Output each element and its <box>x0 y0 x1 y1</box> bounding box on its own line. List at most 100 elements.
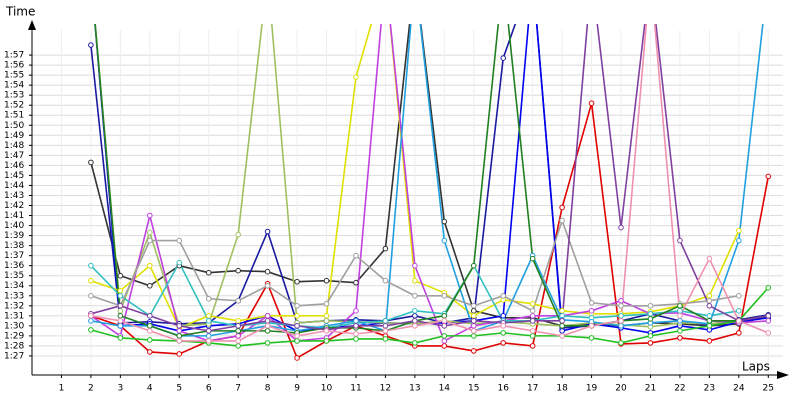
point <box>529 318 536 324</box>
x-tick-label: 22 <box>674 384 685 394</box>
point <box>529 313 536 319</box>
x-tick-label: 15 <box>468 384 479 394</box>
point <box>500 330 507 336</box>
point <box>353 308 359 314</box>
point <box>353 279 359 286</box>
point <box>470 308 477 314</box>
y-tick-label: 1:44 <box>4 181 24 191</box>
point <box>323 328 330 334</box>
point <box>117 335 124 341</box>
point <box>765 330 772 336</box>
x-tick-label: 20 <box>615 384 627 394</box>
y-axis-title: Time <box>5 5 35 19</box>
point <box>500 340 507 346</box>
point <box>559 308 565 314</box>
point <box>382 336 389 342</box>
point <box>588 100 595 107</box>
y-tick-label: 1:52 <box>4 101 24 111</box>
x-tick-label: 8 <box>265 384 271 394</box>
point <box>235 267 241 274</box>
point <box>88 262 94 269</box>
point <box>706 297 713 304</box>
point <box>264 340 271 346</box>
point <box>382 323 389 329</box>
point <box>765 284 772 291</box>
point <box>205 318 212 324</box>
point <box>205 269 212 276</box>
point <box>205 313 212 319</box>
point <box>235 343 241 349</box>
point <box>382 318 389 324</box>
point <box>205 338 212 344</box>
point <box>147 237 153 244</box>
point <box>470 333 477 339</box>
point <box>117 302 124 309</box>
y-tick-label: 1:30 <box>4 321 24 331</box>
point <box>441 237 448 244</box>
y-tick-label: 1:34 <box>4 281 24 291</box>
y-tick-label: 1:29 <box>4 331 24 341</box>
x-tick-label: 10 <box>321 384 333 394</box>
point <box>176 323 183 329</box>
point <box>765 318 772 324</box>
point <box>647 311 654 317</box>
point <box>147 229 153 236</box>
y-tick-label: 1:33 <box>4 291 24 301</box>
y-tick-label: 1:54 <box>4 81 24 91</box>
y-tick-label: 1:55 <box>4 71 24 81</box>
point <box>147 328 153 334</box>
point <box>382 277 389 284</box>
point <box>294 278 300 285</box>
point <box>412 277 418 284</box>
point <box>441 313 448 319</box>
point <box>441 323 448 329</box>
point <box>736 318 742 324</box>
y-tick-label: 1:43 <box>4 191 24 201</box>
point <box>382 245 389 252</box>
point <box>647 316 654 322</box>
y-tick-label: 1:37 <box>4 251 24 261</box>
series-line <box>90 24 769 342</box>
point <box>412 340 418 346</box>
point <box>412 323 418 329</box>
point <box>147 262 153 269</box>
y-tick-label: 1:50 <box>4 121 24 131</box>
point <box>618 224 624 231</box>
point <box>647 302 654 309</box>
point <box>88 42 94 48</box>
point <box>470 262 477 269</box>
point <box>470 348 477 354</box>
y-tick-label: 1:46 <box>4 161 24 171</box>
x-tick-label: 24 <box>733 384 745 394</box>
point <box>264 328 271 334</box>
point <box>294 338 300 344</box>
point <box>205 333 212 339</box>
x-tick-label: 1 <box>59 384 65 394</box>
point <box>147 323 153 329</box>
y-tick-label: 1:39 <box>4 231 24 241</box>
point <box>235 231 241 238</box>
x-tick-label: 4 <box>147 384 153 394</box>
point <box>88 327 94 333</box>
point <box>529 328 536 334</box>
series-line <box>90 287 769 347</box>
series-line <box>90 24 764 337</box>
point <box>323 300 330 307</box>
point <box>706 338 713 344</box>
x-tick-label: 5 <box>176 384 182 394</box>
point <box>294 323 300 329</box>
x-axis-title: Laps <box>742 360 770 374</box>
y-tick-label: 1:40 <box>4 221 24 231</box>
point <box>235 323 241 329</box>
y-tick-label: 1:36 <box>4 261 24 271</box>
point <box>736 308 742 314</box>
point <box>147 349 153 355</box>
point <box>559 204 565 211</box>
point <box>235 297 241 304</box>
point <box>677 318 683 324</box>
y-tick-label: 1:57 <box>4 51 24 61</box>
point <box>294 355 300 361</box>
point <box>736 227 742 234</box>
point <box>441 218 448 225</box>
y-tick-label: 1:51 <box>4 111 24 121</box>
